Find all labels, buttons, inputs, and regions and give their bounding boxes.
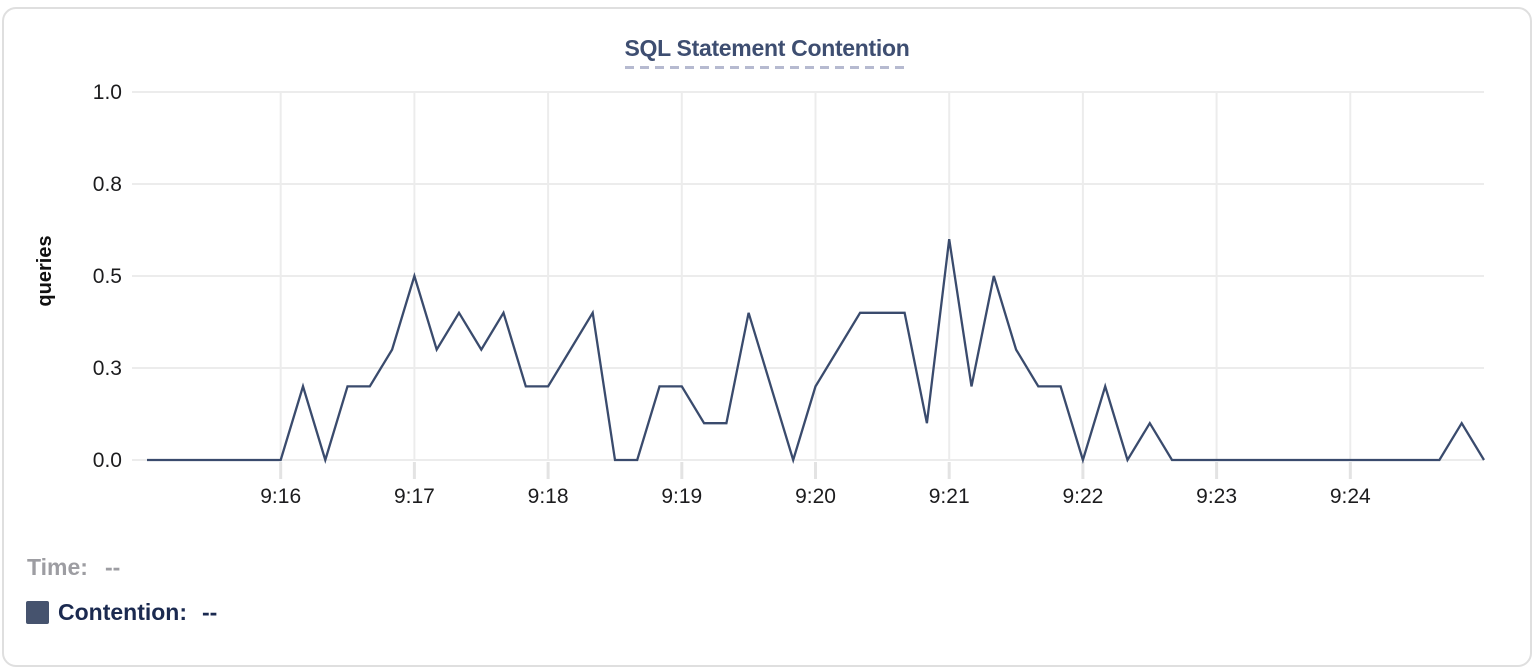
y-axis-title: queries — [34, 235, 56, 306]
legend-contention-value: -- — [202, 599, 218, 625]
legend-contention-row[interactable]: Contention: -- — [26, 599, 217, 626]
chart-title[interactable]: SQL Statement Contention — [624, 35, 910, 69]
x-tick-label: 9:16 — [260, 485, 301, 508]
x-tick-label: 9:23 — [1196, 485, 1237, 508]
legend-time-row: Time: -- — [27, 554, 120, 581]
x-tick-label: 9:20 — [795, 485, 836, 508]
chart-canvas[interactable]: 1.0 0.8 0.5 0.3 0.0 9:16 9:17 9:18 9:19 9:20 9:21 9… — [4, 9, 1536, 539]
contention-series-line — [147, 239, 1485, 464]
y-tick-label: 0.3 — [93, 357, 122, 380]
x-tick-label: 9:19 — [661, 485, 702, 508]
contention-chart[interactable]: 1.0 0.8 0.5 0.3 0.0 9:16 9:17 9:18 9:19 9:20 9:21 9… — [4, 9, 1536, 539]
x-tick-label: 9:24 — [1330, 485, 1371, 508]
x-tick-label: 9:18 — [528, 485, 569, 508]
x-tick-label: 9:22 — [1062, 485, 1103, 508]
y-tick-label: 0.8 — [93, 173, 122, 196]
legend-contention-label: Contention: — [58, 599, 188, 625]
contention-series-swatch[interactable] — [26, 601, 49, 624]
y-tick-label: 0.0 — [93, 449, 122, 472]
legend-time-value: -- — [104, 554, 121, 580]
x-tick-label: 9:21 — [929, 485, 970, 508]
y-tick-label: 0.5 — [93, 265, 122, 288]
legend-time-label: Time: — [27, 554, 88, 580]
x-tick-label: 9:17 — [394, 485, 435, 508]
chart-card: 1.0 0.8 0.5 0.3 0.0 9:16 9:17 9:18 9:19 9:20 9:21 9… — [2, 7, 1532, 667]
y-tick-label: 1.0 — [93, 81, 122, 104]
